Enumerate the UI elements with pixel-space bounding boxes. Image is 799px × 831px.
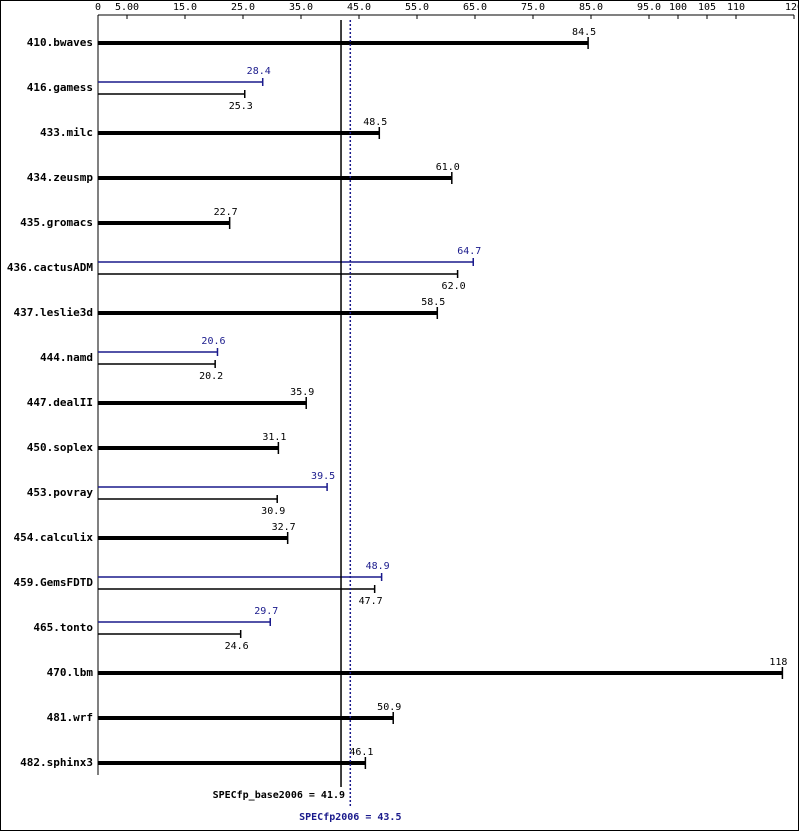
bar: [98, 621, 271, 623]
x-tick-label: 5.00: [115, 2, 139, 13]
value-label: 62.0: [442, 281, 466, 292]
bar: [98, 576, 382, 578]
x-tick-label: 25.0: [231, 2, 255, 13]
x-tick-label: 65.0: [463, 2, 487, 13]
value-label: 31.1: [262, 432, 286, 443]
category-label: 481.wrf: [47, 711, 93, 724]
category-label: 459.GemsFDTD: [14, 576, 94, 589]
bar: [98, 261, 474, 263]
value-label: 24.6: [225, 641, 249, 652]
bar: [98, 716, 394, 720]
x-tick-label: 15.0: [173, 2, 197, 13]
bar: [98, 671, 783, 675]
bar: [98, 498, 278, 500]
x-tick-label: 75.0: [521, 2, 545, 13]
category-label: 433.milc: [40, 126, 93, 139]
category-label: 444.namd: [40, 351, 93, 364]
bar: [98, 93, 245, 95]
bar: [98, 176, 452, 180]
value-label: 29.7: [254, 606, 278, 617]
bar: [98, 536, 288, 540]
value-label: 64.7: [457, 246, 481, 257]
category-label: 416.gamess: [27, 81, 93, 94]
value-label: 30.9: [261, 506, 285, 517]
x-tick-label: 120: [785, 2, 799, 13]
value-label: 58.5: [421, 297, 445, 308]
value-label: 20.2: [199, 371, 223, 382]
category-label: 470.lbm: [47, 666, 94, 679]
bar: [98, 351, 218, 353]
value-label: 35.9: [290, 387, 314, 398]
x-tick-label: 0: [95, 2, 101, 13]
value-label: 47.7: [359, 596, 383, 607]
category-label: 434.zeusmp: [27, 171, 94, 184]
x-tick-label: 55.0: [405, 2, 429, 13]
value-label: 48.9: [366, 561, 390, 572]
category-label: 447.dealII: [27, 396, 93, 409]
category-label: 465.tonto: [33, 621, 93, 634]
bar: [98, 81, 263, 83]
bar: [98, 633, 241, 635]
x-tick-label: 95.0: [637, 2, 661, 13]
bar: [98, 588, 375, 590]
value-label: 39.5: [311, 471, 335, 482]
category-label: 437.leslie3d: [14, 306, 93, 319]
reference-label: SPECfp_base2006 = 41.9: [213, 790, 345, 801]
bar: [98, 401, 307, 405]
x-tick-label: 100: [669, 2, 687, 13]
x-tick-label: 35.0: [289, 2, 313, 13]
bar: [98, 273, 458, 275]
reference-label: SPECfp2006 = 43.5: [299, 812, 401, 823]
category-label: 453.povray: [27, 486, 94, 499]
category-label: 482.sphinx3: [20, 756, 93, 769]
value-label: 118: [769, 657, 787, 668]
value-label: 84.5: [572, 27, 596, 38]
bar: [98, 486, 328, 488]
bar: [98, 446, 279, 450]
x-tick-label: 110: [727, 2, 745, 13]
bar: [98, 761, 366, 765]
value-label: 61.0: [436, 162, 460, 173]
bar: [98, 131, 380, 135]
value-label: 50.9: [377, 702, 401, 713]
category-label: 454.calculix: [14, 531, 94, 544]
bar: [98, 311, 438, 315]
x-tick-label: 105: [698, 2, 716, 13]
bar: [98, 363, 216, 365]
x-tick-label: 45.0: [347, 2, 371, 13]
value-label: 46.1: [349, 747, 373, 758]
value-label: 48.5: [363, 117, 387, 128]
value-label: 20.6: [201, 336, 225, 347]
category-label: 435.gromacs: [20, 216, 93, 229]
category-label: 450.soplex: [27, 441, 94, 454]
value-label: 25.3: [229, 101, 253, 112]
value-label: 22.7: [214, 207, 238, 218]
bar: [98, 41, 589, 45]
value-label: 32.7: [272, 522, 296, 533]
value-label: 28.4: [247, 66, 271, 77]
category-label: 410.bwaves: [27, 36, 93, 49]
bar: [98, 221, 230, 225]
category-label: 436.cactusADM: [7, 261, 93, 274]
x-tick-label: 85.0: [579, 2, 603, 13]
